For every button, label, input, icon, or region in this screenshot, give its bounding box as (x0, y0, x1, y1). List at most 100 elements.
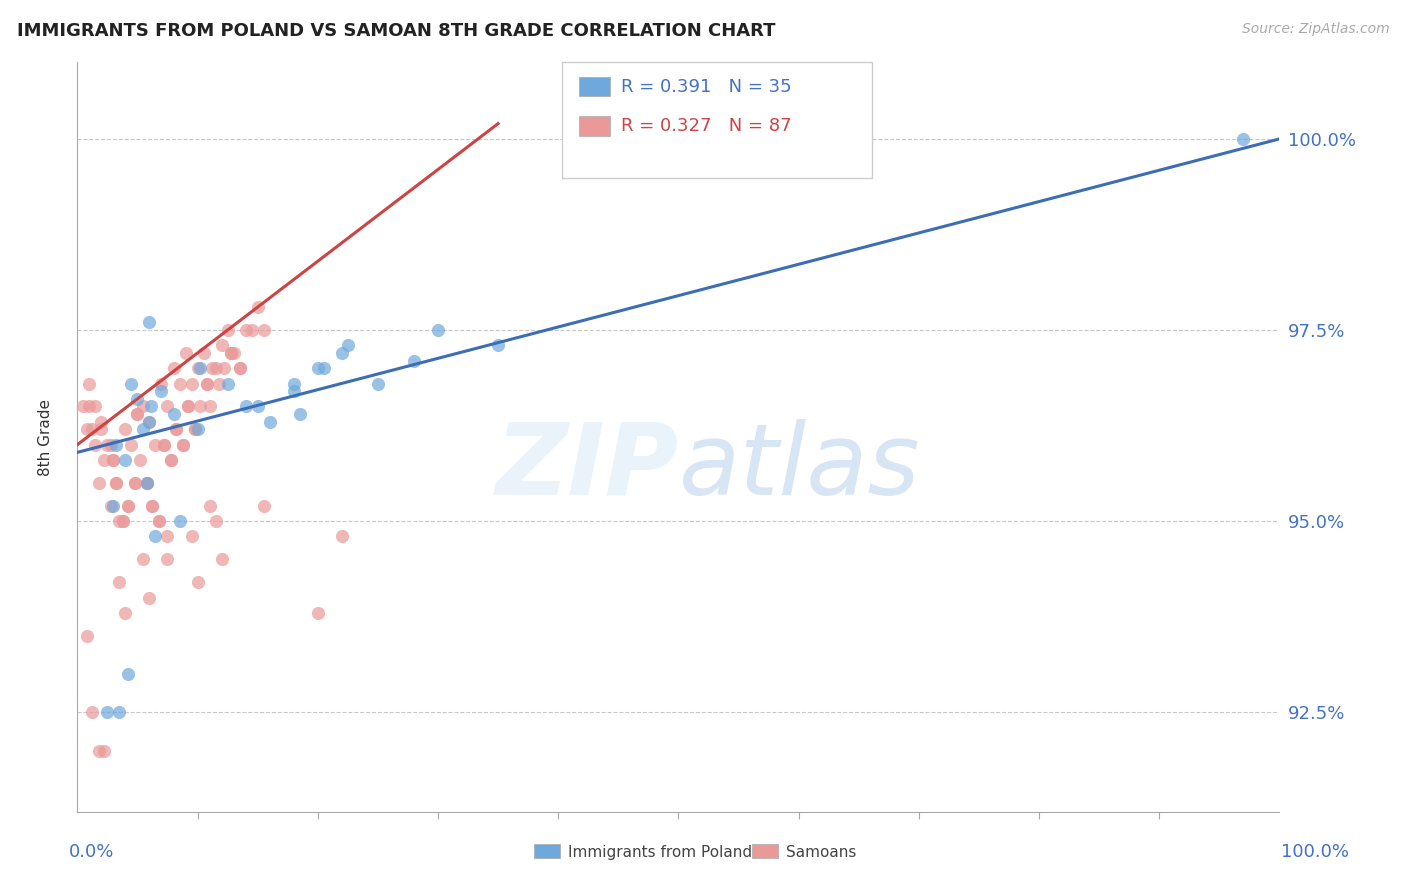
Point (367, 376, 389, 391)
Text: R = 0.391   N = 35: R = 0.391 N = 35 (621, 78, 792, 95)
Text: Source: ZipAtlas.com: Source: ZipAtlas.com (1241, 22, 1389, 37)
Point (180, 376, 202, 391)
Point (103, 453, 125, 467)
Point (103, 453, 125, 467)
Point (1232, 132, 1254, 146)
Point (108, 514, 131, 528)
Point (219, 346, 242, 360)
Point (253, 323, 276, 337)
Point (246, 300, 269, 314)
Point (222, 346, 245, 360)
Point (138, 591, 160, 605)
Point (120, 438, 142, 452)
Point (283, 384, 305, 399)
Point (139, 400, 162, 414)
Point (104, 438, 127, 452)
Text: Samoans: Samoans (786, 846, 856, 860)
Point (211, 338, 233, 352)
Point (169, 376, 191, 391)
Point (90, 415, 112, 429)
Point (84, 400, 107, 414)
Point (76, 629, 98, 643)
Point (198, 400, 221, 414)
Point (184, 422, 207, 436)
Point (180, 529, 202, 543)
Point (427, 323, 450, 337)
Point (127, 407, 149, 421)
Point (114, 422, 136, 436)
Point (117, 499, 139, 513)
Point (186, 422, 209, 436)
Point (312, 361, 335, 376)
Point (288, 407, 311, 421)
Point (486, 338, 509, 352)
Point (145, 438, 167, 452)
Point (103, 499, 125, 513)
Point (132, 422, 155, 436)
Point (169, 514, 191, 528)
Point (80, 706, 103, 720)
Point (93, 453, 115, 467)
Point (153, 438, 176, 452)
Point (124, 475, 146, 490)
Point (136, 475, 159, 490)
Point (177, 400, 200, 414)
Point (228, 361, 250, 376)
Point (177, 400, 200, 414)
Point (165, 422, 187, 436)
Point (87, 743, 110, 757)
Point (150, 376, 173, 391)
Point (240, 323, 263, 337)
Point (217, 376, 239, 391)
Point (228, 361, 250, 376)
Point (80, 422, 103, 436)
Text: atlas: atlas (679, 418, 920, 516)
Point (188, 400, 211, 414)
Point (111, 514, 134, 528)
Point (186, 361, 209, 376)
Point (186, 575, 209, 590)
Point (108, 706, 131, 720)
Point (330, 346, 353, 360)
Point (79, 400, 101, 414)
Point (104, 475, 127, 490)
Point (246, 400, 269, 414)
Point (402, 353, 425, 368)
Point (307, 606, 329, 620)
Point (87, 475, 110, 490)
Point (141, 499, 163, 513)
Point (156, 552, 179, 566)
Point (132, 552, 155, 566)
Point (127, 392, 149, 406)
Point (162, 407, 184, 421)
Point (193, 346, 215, 360)
Point (96, 706, 118, 720)
Text: IMMIGRANTS FROM POLAND VS SAMOAN 8TH GRADE CORRELATION CHART: IMMIGRANTS FROM POLAND VS SAMOAN 8TH GRA… (17, 22, 775, 40)
Point (184, 422, 207, 436)
Point (136, 475, 159, 490)
Point (195, 376, 218, 391)
Point (104, 475, 127, 490)
Point (148, 514, 170, 528)
Text: 0.0%: 0.0% (69, 843, 114, 861)
Point (307, 361, 329, 376)
Point (195, 376, 218, 391)
Point (150, 384, 173, 399)
Point (156, 529, 179, 543)
Point (208, 376, 231, 391)
Point (219, 346, 242, 360)
Point (111, 514, 134, 528)
Y-axis label: 8th Grade: 8th Grade (38, 399, 53, 475)
Point (114, 606, 136, 620)
Point (156, 400, 179, 414)
Point (127, 407, 149, 421)
Point (153, 438, 176, 452)
Point (211, 552, 233, 566)
Point (96, 438, 118, 452)
Point (198, 499, 221, 513)
Point (253, 499, 276, 513)
Point (217, 323, 239, 337)
Point (160, 453, 183, 467)
Point (235, 400, 257, 414)
Point (204, 361, 226, 376)
